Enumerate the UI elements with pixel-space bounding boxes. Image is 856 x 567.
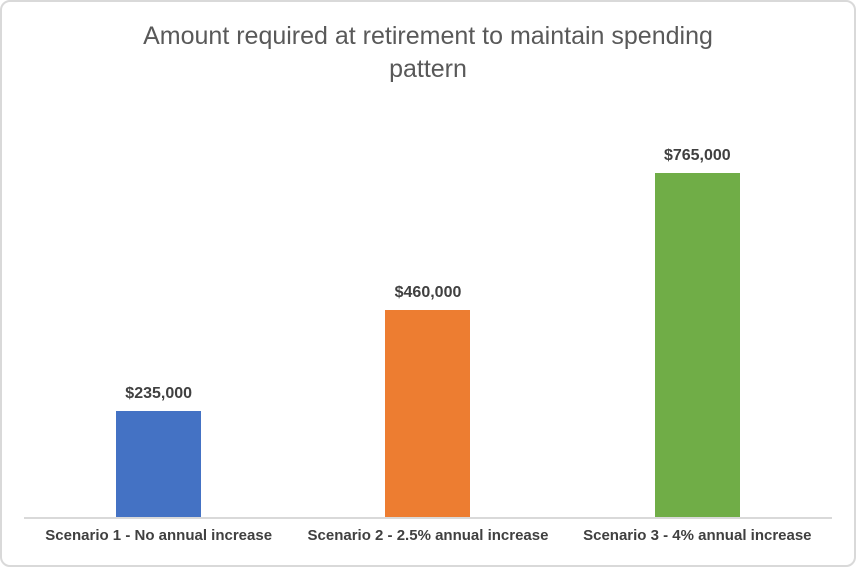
data-label-scenario-3: $765,000 [663,147,731,164]
bar-scenario-3 [654,173,740,517]
data-label-scenario-2: $460,000 [394,284,462,301]
bar-scenario-2 [385,310,471,517]
plot-area: $235,000 $460,000 $765,000 [24,2,832,517]
chart-title: Amount required at retirement to maintai… [143,22,713,83]
category-label-scenario-2: Scenario 2 - 2.5% annual increase [307,527,549,544]
category-axis: Scenario 1 - No annual increase Scenario… [24,527,832,544]
bar-column-scenario-2: $460,000 [293,2,562,517]
bar-column-scenario-1: $235,000 [24,2,293,517]
x-axis-line [24,517,832,519]
bar-scenario-1 [116,411,202,517]
category-label-scenario-3: Scenario 3 - 4% annual increase [583,527,812,544]
category-label-scenario-1: Scenario 1 - No annual increase [45,527,273,544]
data-label-scenario-1: $235,000 [125,385,193,402]
bar-column-scenario-3: $765,000 [563,2,832,517]
